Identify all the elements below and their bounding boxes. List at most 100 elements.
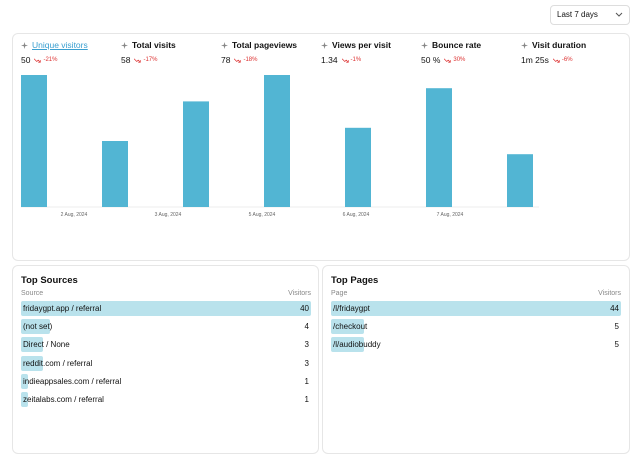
metric: Total visits 58 -17% — [121, 40, 219, 65]
chevron — [615, 12, 623, 17]
metric: Total pageviews 78 -18% — [221, 40, 319, 65]
column-header: Visitors — [288, 290, 311, 297]
metric-change-text: 30% — [453, 57, 466, 63]
metric-value: 58 — [121, 55, 131, 65]
row-name: (not set) — [23, 322, 53, 332]
metric-label-text[interactable]: Total pageviews — [232, 40, 298, 50]
metric-change: -18% — [234, 57, 257, 63]
panel-header: Page Visitors — [331, 290, 621, 297]
metric-label-text[interactable]: Total visits — [132, 40, 176, 50]
metric: Unique visitors 50 -21% — [21, 40, 119, 65]
bar — [21, 75, 47, 207]
x-tick-label: 2 Aug, 2024 — [61, 212, 88, 218]
metric-label: Unique visitors — [21, 40, 119, 50]
row-bar — [21, 319, 50, 335]
row-value: 5 — [614, 322, 619, 332]
panel-title: Top Sources — [21, 275, 78, 286]
metric-change-text: -17% — [143, 57, 158, 63]
metric-change-text: -21% — [43, 57, 58, 63]
metric-change-text: -18% — [243, 57, 258, 63]
metric: Visit duration 1m 25s -6% — [521, 40, 619, 65]
row-bar — [331, 337, 364, 353]
row-value: 44 — [610, 304, 619, 313]
row-value: 5 — [614, 340, 619, 350]
row-bar — [21, 355, 43, 371]
row-bar — [21, 337, 43, 353]
row-bar — [21, 392, 29, 407]
metric-value-row: 1m 25s -6% — [521, 55, 619, 65]
sources-card — [12, 265, 319, 454]
metric-value-row: 1.34 -1% — [321, 55, 419, 65]
table-row: indieappsales.com / referral 1 — [21, 373, 311, 389]
metric: Views per visit 1.34 -1% — [321, 40, 419, 65]
row-bar — [21, 301, 311, 316]
metric-value: 50 % — [421, 55, 441, 65]
column-header: Source — [21, 290, 44, 297]
metric-label: Views per visit — [321, 40, 419, 50]
table-row: /l/fridaygpt 44 — [331, 301, 621, 316]
table-row: Direct / None 3 — [21, 337, 311, 353]
row-bar — [331, 319, 364, 335]
table-row: zeitalabs.com / referral 1 — [21, 392, 311, 407]
row-name: Direct / None — [23, 340, 70, 350]
metric-label-text[interactable]: Visit duration — [532, 40, 587, 50]
row-value: 3 — [304, 358, 309, 368]
x-tick-label: 5 Aug, 2024 — [249, 212, 276, 218]
metric-value-row: 50 % 30% — [421, 55, 519, 65]
panel-title: Top Pages — [331, 275, 379, 286]
table-row: fridaygpt.app / referral 40 — [21, 301, 311, 316]
table-row: reddit.com / referral 3 — [21, 355, 311, 371]
row-name: fridaygpt.app / referral — [23, 304, 102, 313]
metric-value-row: 58 -17% — [121, 55, 219, 65]
row-name: indieappsales.com / referral — [23, 376, 122, 386]
row-value: 1 — [304, 395, 309, 404]
x-tick-label: 3 Aug, 2024 — [155, 212, 182, 218]
bar — [264, 75, 290, 207]
chart: 2 Aug, 2024 3 Aug, 2024 5 Aug, 2024 6 Aug, … — [21, 75, 539, 218]
metric-value: 50 — [21, 55, 31, 65]
metric-value-row: 50 -21% — [21, 55, 119, 65]
row-name: zeitalabs.com / referral — [23, 395, 104, 404]
row-name: /checkout — [333, 322, 368, 332]
bar — [507, 154, 533, 207]
date-range: Last 7 days — [557, 10, 598, 19]
x-tick-label: 6 Aug, 2024 — [343, 212, 370, 218]
row-name: /l/audiobuddy — [333, 340, 381, 350]
table-row: /l/audiobuddy 5 — [331, 337, 621, 353]
metric-label-text[interactable]: Unique visitors — [32, 40, 88, 50]
metric-change: -17% — [134, 57, 157, 63]
metric-value-row: 78 -18% — [221, 55, 319, 65]
overview-card — [12, 33, 630, 261]
metric-label: Total pageviews — [221, 40, 319, 50]
bar — [183, 101, 209, 207]
column-header: Visitors — [598, 290, 621, 297]
date-range-select[interactable]: Last 7 days — [550, 5, 630, 25]
metric-change: -1% — [341, 57, 362, 63]
row-bar — [331, 301, 621, 316]
x-tick-label: 7 Aug, 2024 — [437, 212, 464, 218]
row-value: 40 — [300, 304, 309, 313]
metric-label-text[interactable]: Bounce rate — [432, 40, 482, 50]
panel-header: Source Visitors — [21, 290, 311, 297]
metric-change: 30% — [444, 57, 465, 63]
metric-label: Bounce rate — [421, 40, 519, 50]
metric-change-text: -6% — [561, 57, 573, 63]
row-value: 3 — [304, 340, 309, 350]
row-value: 1 — [304, 376, 309, 386]
metric-value: 1.34 — [321, 55, 338, 65]
row-bar — [21, 373, 29, 389]
metric-change: -6% — [552, 57, 573, 63]
metric-label-text[interactable]: Views per visit — [332, 40, 391, 50]
column-header: Page — [331, 290, 348, 297]
bar — [426, 88, 452, 207]
metric-label: Visit duration — [521, 40, 619, 50]
metric-label: Total visits — [121, 40, 219, 50]
bar — [345, 127, 371, 207]
pages-card — [322, 265, 630, 454]
bar — [102, 141, 128, 207]
row-value: 4 — [304, 322, 309, 332]
row-name: /l/fridaygpt — [333, 304, 370, 313]
metric-change-text: -1% — [350, 57, 362, 63]
table-row: /checkout 5 — [331, 319, 621, 335]
